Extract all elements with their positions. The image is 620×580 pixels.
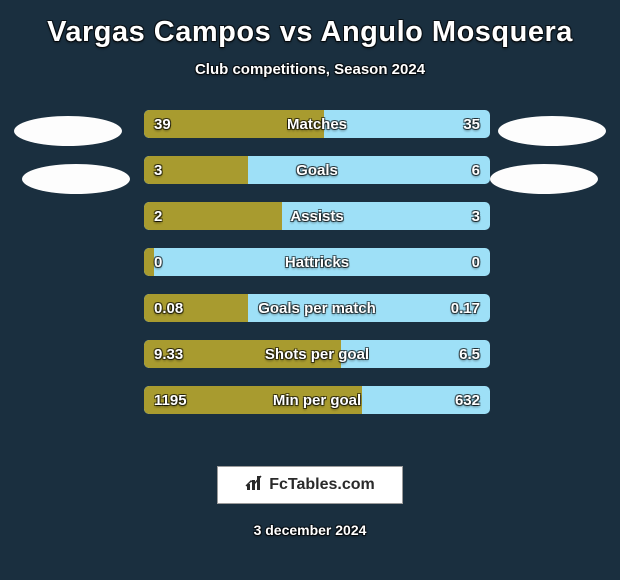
stat-row: 1195632Min per goal: [144, 386, 490, 414]
stat-label: Matches: [144, 110, 490, 138]
stat-label: Shots per goal: [144, 340, 490, 368]
stat-bars: 3935Matches 36Goals 23Assists 00Hattricks 0.…: [144, 110, 490, 432]
player-right-oval-2: [490, 164, 598, 194]
source-logo: FcTables.com: [217, 466, 403, 504]
page-title: Vargas Campos vs Angulo Mosquera: [8, 16, 612, 49]
stat-row: 23Assists: [144, 202, 490, 230]
stat-label: Assists: [144, 202, 490, 230]
player-right-oval-1: [498, 116, 606, 146]
stat-row: 00Hattricks: [144, 248, 490, 276]
stat-row: 0.080.17Goals per match: [144, 294, 490, 322]
stat-label: Goals per match: [144, 294, 490, 322]
stat-row: 9.336.5Shots per goal: [144, 340, 490, 368]
stat-row: 3935Matches: [144, 110, 490, 138]
player-left-oval-2: [22, 164, 130, 194]
stat-row: 36Goals: [144, 156, 490, 184]
player-left-oval-1: [14, 116, 122, 146]
stat-label: Hattricks: [144, 248, 490, 276]
chart-icon: [245, 474, 263, 497]
footer-date: 3 december 2024: [8, 522, 612, 538]
subtitle: Club competitions, Season 2024: [8, 61, 612, 78]
stats-area: 3935Matches36Goals23Assists00Hattricks0.…: [8, 116, 612, 446]
logo-text: FcTables.com: [269, 476, 375, 494]
comparison-card: Vargas Campos vs Angulo Mosquera Club co…: [0, 0, 620, 580]
stat-label: Goals: [144, 156, 490, 184]
stat-label: Min per goal: [144, 386, 490, 414]
